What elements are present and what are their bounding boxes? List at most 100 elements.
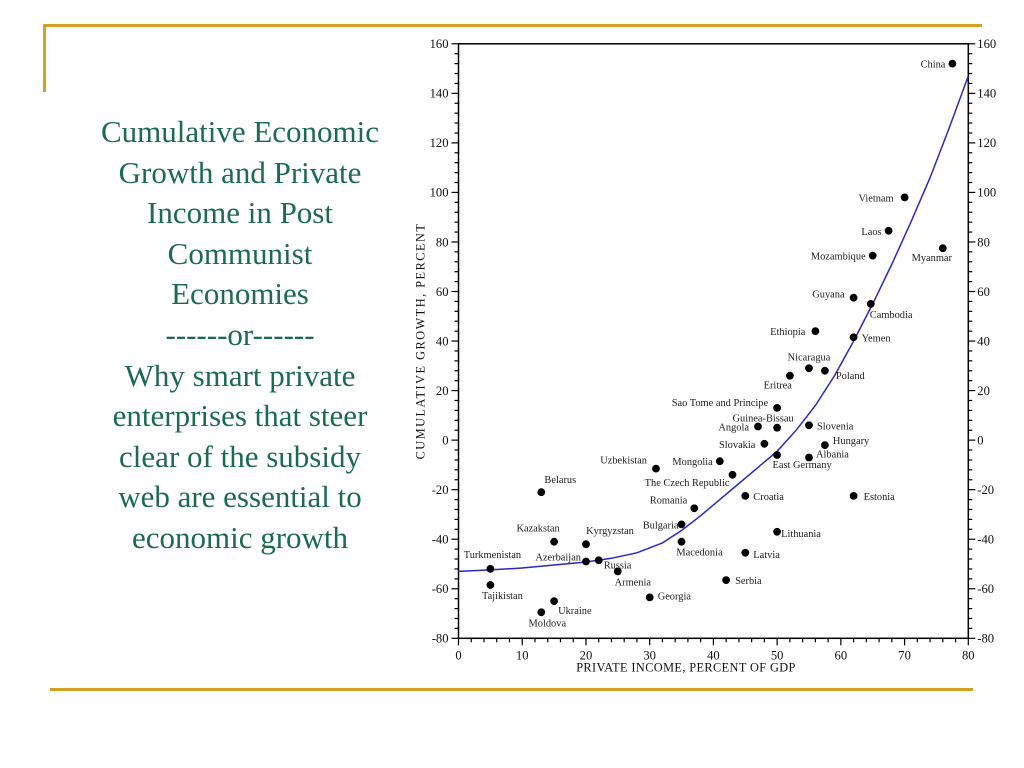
data-point-macedonia bbox=[677, 537, 686, 546]
data-point-label-angola: Angola bbox=[718, 423, 749, 434]
data-point-cambodia bbox=[866, 300, 875, 308]
data-point-label-sao-tome-and-principe: Sao Tome and Principe bbox=[672, 398, 769, 409]
data-point-label-armenia: Armenia bbox=[615, 577, 652, 588]
x-tick-label: 20 bbox=[580, 648, 593, 662]
y-tick-label: 80 bbox=[436, 235, 449, 249]
data-point-label-china: China bbox=[921, 60, 946, 71]
data-point-label-moldova: Moldova bbox=[529, 618, 567, 629]
y-tick-label: -60 bbox=[432, 582, 449, 596]
data-point-mozambique bbox=[868, 251, 877, 260]
data-point-romania bbox=[690, 504, 699, 513]
y-tick-label: 100 bbox=[430, 186, 449, 200]
data-point-label-slovakia: Slovakia bbox=[719, 440, 756, 451]
data-point-label-tajikistan: Tajikistan bbox=[482, 591, 524, 602]
scatter-plot: 0 10 20 30 40 50 60 70 80-80 -80-60 -60-40 -40-20 -2… bbox=[415, 37, 996, 675]
x-tick-label: 80 bbox=[962, 648, 975, 662]
y-tick-label-right: 80 bbox=[977, 235, 990, 249]
data-point-estonia bbox=[849, 492, 858, 500]
y-tick-label-right: -60 bbox=[977, 582, 994, 596]
data-point-ukraine bbox=[550, 597, 558, 605]
data-point-label-estonia: Estonia bbox=[864, 492, 896, 503]
bottom-accent-line bbox=[50, 688, 973, 691]
y-tick-label: 120 bbox=[430, 136, 449, 150]
x-axis-title: PRIVATE INCOME, PERCENT OF GDP bbox=[576, 661, 796, 675]
data-point-guinea-bissau bbox=[773, 423, 781, 432]
data-point-uzbekistan bbox=[652, 464, 660, 473]
y-tick-label-right: -40 bbox=[977, 533, 994, 547]
data-point-label-guyana: Guyana bbox=[812, 290, 845, 301]
data-point-label-the-czech-republic: The Czech Republic bbox=[645, 478, 730, 489]
top-accent-line bbox=[43, 24, 982, 27]
data-point-label-bulgaria: Bulgaria bbox=[643, 520, 679, 531]
y-tick-label: -40 bbox=[432, 533, 449, 547]
data-point-label-azerbaijan: Azerbaijan bbox=[535, 553, 581, 564]
data-point-georgia bbox=[645, 593, 654, 602]
x-tick-label: 50 bbox=[771, 648, 784, 662]
data-point-label-romania: Romania bbox=[650, 495, 688, 506]
data-point-label-slovenia: Slovenia bbox=[817, 421, 854, 432]
y-tick-label: 40 bbox=[436, 334, 449, 348]
data-point-slovakia bbox=[760, 439, 769, 448]
trend-curve bbox=[458, 75, 970, 573]
data-point-label-poland: Poland bbox=[836, 371, 866, 382]
x-tick-label: 40 bbox=[707, 648, 720, 662]
data-point-label-guinea-bissau: Guinea-Bissau bbox=[733, 414, 795, 425]
data-point-croatia bbox=[741, 492, 750, 500]
data-point-label-eritrea: Eritrea bbox=[764, 381, 793, 392]
data-point-kyrgyzstan bbox=[582, 540, 590, 549]
data-point-kazakstan bbox=[550, 537, 558, 546]
data-point-hungary bbox=[821, 441, 829, 449]
y-tick-label-right: 0 bbox=[977, 433, 983, 447]
y-tick-label-right: 160 bbox=[977, 37, 996, 51]
y-tick-label: 140 bbox=[430, 87, 449, 101]
data-point-china bbox=[948, 59, 957, 68]
data-point-east-germany bbox=[773, 451, 781, 459]
data-point-albania bbox=[805, 453, 813, 462]
data-point-angola bbox=[754, 422, 762, 431]
data-point-label-kyrgyzstan: Kyrgyzstan bbox=[586, 526, 635, 537]
data-point-label-ethiopia: Ethiopia bbox=[770, 327, 806, 338]
data-point-label-kazakstan: Kazakstan bbox=[516, 524, 560, 535]
x-tick-label: 0 bbox=[455, 648, 461, 662]
y-axis-title: CUMULATIVE GROWTH, PERCENT bbox=[415, 223, 428, 460]
data-point-ethiopia bbox=[811, 327, 820, 335]
y-tick-label-right: -80 bbox=[977, 632, 994, 646]
x-tick-label: 30 bbox=[643, 648, 656, 662]
data-point-label-hungary: Hungary bbox=[833, 436, 870, 447]
slide-title: Cumulative Economic Growth and Private I… bbox=[100, 114, 380, 555]
data-point-myanmar bbox=[938, 244, 947, 253]
data-point-the-czech-republic bbox=[728, 470, 737, 479]
data-point-eritrea bbox=[786, 371, 794, 380]
data-point-belarus bbox=[537, 488, 546, 497]
data-point-label-ukraine: Ukraine bbox=[558, 606, 592, 617]
data-point-label-east-germany: East Germany bbox=[773, 460, 833, 471]
data-point-turkmenistan bbox=[486, 565, 495, 573]
data-point-mongolia bbox=[715, 457, 724, 466]
data-point-bulgaria bbox=[677, 520, 686, 529]
data-point-label-russia: Russia bbox=[604, 560, 632, 571]
left-accent-line bbox=[43, 24, 46, 92]
y-tick-label: 20 bbox=[436, 384, 449, 398]
data-point-label-mozambique: Mozambique bbox=[811, 252, 866, 263]
data-point-armenia bbox=[613, 567, 622, 576]
data-point-label-croatia: Croatia bbox=[753, 492, 784, 503]
data-point-tajikistan bbox=[486, 581, 495, 589]
data-point-label-vietnam: Vietnam bbox=[858, 193, 893, 204]
x-tick-label: 70 bbox=[898, 648, 911, 662]
y-tick-label-right: 140 bbox=[977, 87, 996, 101]
data-point-label-laos: Laos bbox=[861, 227, 881, 238]
data-point-label-serbia: Serbia bbox=[735, 576, 762, 587]
data-point-latvia bbox=[741, 548, 750, 557]
data-point-label-uzbekistan: Uzbekistan bbox=[600, 456, 648, 467]
y-tick-label-right: 120 bbox=[977, 136, 996, 150]
y-tick-label: 0 bbox=[442, 433, 448, 447]
data-point-label-macedonia: Macedonia bbox=[676, 548, 723, 559]
data-point-sao-tome-and-principe bbox=[773, 404, 781, 412]
y-tick-label: -80 bbox=[432, 632, 449, 646]
y-tick-label-right: 40 bbox=[977, 334, 990, 348]
data-point-label-cambodia: Cambodia bbox=[870, 310, 913, 321]
y-tick-label-right: 100 bbox=[977, 186, 996, 200]
data-point-label-mongolia: Mongolia bbox=[672, 457, 713, 468]
data-point-lithuania bbox=[773, 527, 781, 536]
data-point-poland bbox=[821, 366, 829, 375]
